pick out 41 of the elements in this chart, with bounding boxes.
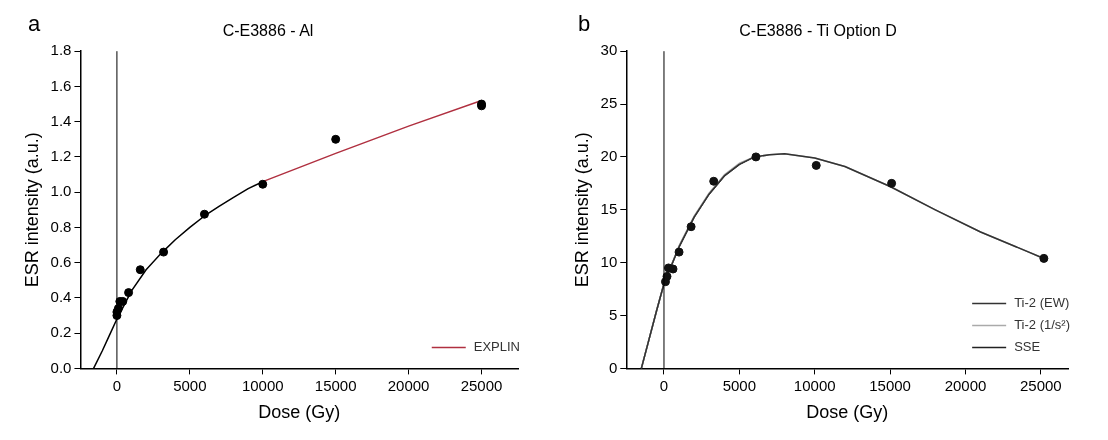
y-tick-label: 1.8 — [50, 41, 72, 59]
legend-label: Ti-2 (EW) — [1014, 294, 1070, 310]
x-tick-label: 10000 — [793, 376, 836, 394]
legend-label: Ti-2 (1/s²) — [1014, 316, 1071, 332]
x-tick-label: 15000 — [314, 376, 357, 394]
y-tick-label: 25 — [600, 94, 618, 112]
x-tick-label: 20000 — [387, 376, 430, 394]
chart-title: C-E3886 - Ti Option D — [739, 22, 897, 40]
x-axis-title: Dose (Gy) — [258, 402, 341, 423]
text: a — [28, 11, 41, 37]
y-axis-title: ESR intensity (a.u.) — [21, 132, 42, 288]
y-tick-label: 1.2 — [50, 147, 72, 165]
y-tick-label: 5 — [608, 305, 618, 323]
x-tick-label: 25000 — [460, 376, 503, 394]
legend-label: EXPLIN — [473, 338, 521, 354]
x-tick-label: 0 — [112, 376, 122, 394]
y-tick-label: 0.2 — [50, 323, 72, 341]
chart-title: C-E3886 - Al — [222, 22, 314, 40]
x-tick-label: 0 — [659, 376, 669, 394]
y-axis-title: ESR intensity (a.u.) — [571, 132, 592, 288]
y-tick-label: 10 — [600, 252, 618, 270]
x-tick-label: 20000 — [944, 376, 987, 394]
y-tick-label: 0.8 — [50, 217, 72, 235]
y-tick-label: 0.0 — [50, 358, 72, 376]
x-tick-label: 10000 — [241, 376, 284, 394]
x-tick-label: 25000 — [1020, 376, 1062, 394]
y-tick-label: 1.4 — [50, 111, 72, 129]
y-tick-label: 1.0 — [50, 182, 72, 200]
x-tick-label: 5000 — [722, 376, 757, 394]
y-tick-label: 0.6 — [50, 252, 72, 270]
y-tick-label: 30 — [600, 41, 618, 59]
legend-label: SSE — [1014, 338, 1041, 354]
y-tick-label: 15 — [600, 199, 618, 217]
x-axis-title: Dose (Gy) — [806, 402, 889, 423]
y-tick-label: 20 — [600, 147, 618, 165]
x-tick-label: 5000 — [173, 376, 207, 394]
y-tick-label: 0 — [608, 358, 618, 376]
y-tick-label: 0.4 — [50, 288, 72, 306]
x-tick-label: 15000 — [869, 376, 911, 394]
text: b — [578, 11, 591, 37]
y-tick-label: 1.6 — [50, 76, 72, 94]
